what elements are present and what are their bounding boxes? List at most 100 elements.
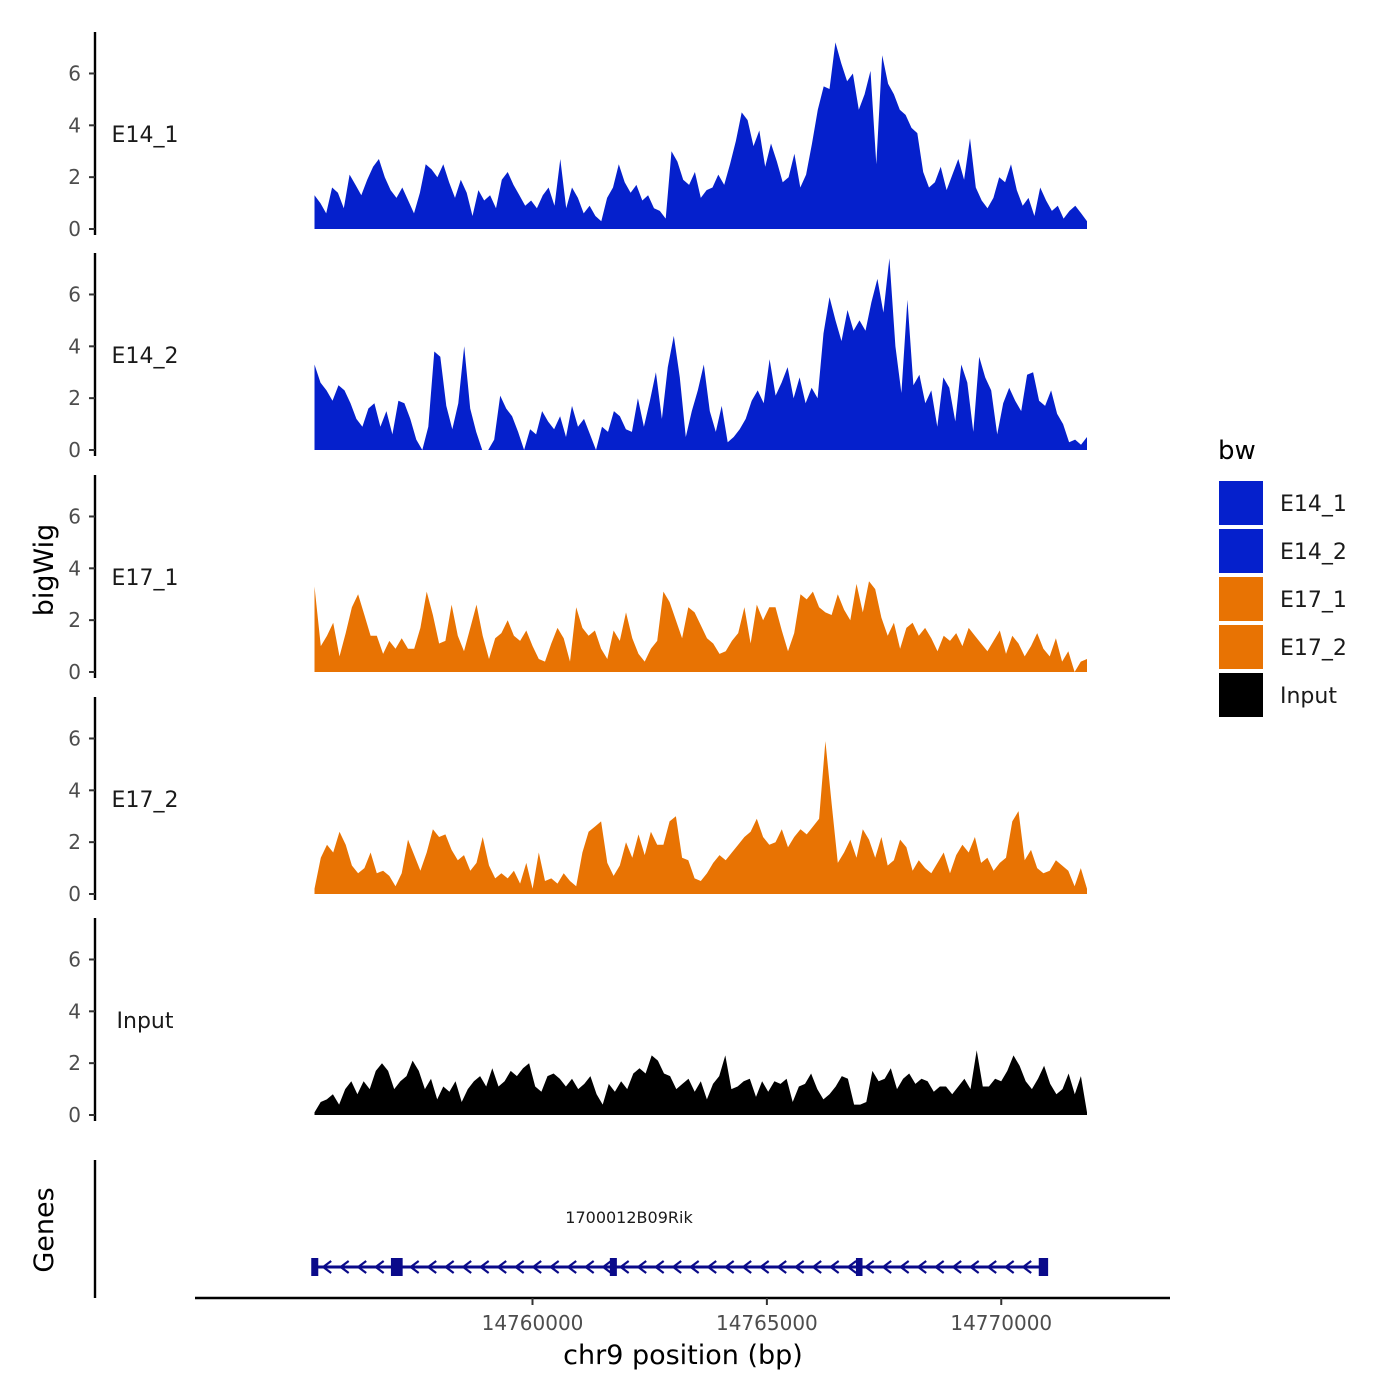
y-tick-label: 2 [68,165,81,189]
legend-swatch [1217,671,1265,719]
strand-arrow [846,1260,857,1274]
track-panel-e17-2: 0 2 4 6 E17_2 [68,697,1087,906]
legend-label: E14_1 [1280,492,1347,517]
strand-arrow [513,1260,525,1274]
track-panel-input: 0 2 4 6 Input [68,918,1087,1127]
y-tick-label: 0 [68,217,81,241]
y-tick-label: 6 [68,61,81,85]
strand-arrow [653,1260,665,1274]
y-tick-label: 6 [68,726,81,750]
strand-arrow [566,1260,577,1274]
y-tick-label: 4 [68,113,81,137]
strand-arrow [496,1260,507,1274]
strand-arrow [706,1260,717,1274]
strand-arrow [618,1260,630,1274]
y-tick-label: 2 [68,830,81,854]
gene-name-label: 1700012B09Rik [565,1208,693,1227]
legend-swatch [1217,623,1265,671]
gene-track [93,1160,1049,1298]
y-tick-label: 6 [68,282,81,306]
y-tick-label: 4 [68,556,81,580]
strand-arrow [776,1260,787,1274]
exon-block [609,1258,617,1276]
strand-arrow [741,1260,752,1274]
y-tick-label: 4 [68,334,81,358]
track-label: E17_1 [112,566,179,591]
track-panels: 0 2 4 6 E14_1 0 2 4 6 E14_2 0 2 4 6 E17_1 0 2 4 6 E17_2 0 2 4 6… [68,32,1087,1127]
strand-arrow [601,1260,612,1274]
x-axis: 14760000 14765000 14770000 [195,1296,1170,1335]
strand-arrow [898,1260,910,1274]
legend-label: E17_1 [1280,588,1347,613]
strand-arrow [951,1260,962,1274]
strand-arrow [986,1260,997,1274]
gene-model [311,1258,1049,1276]
legend-item-e14-2: E14_2 [1217,527,1347,575]
exon-block [311,1258,319,1276]
strand-arrow [426,1260,437,1274]
track-label: Input [117,1009,174,1034]
strand-arrow [688,1260,700,1274]
strand-arrow [881,1260,892,1274]
y-axis-title: bigWig [29,524,60,617]
legend-swatch [1217,479,1265,527]
coverage-area [314,1050,1087,1115]
strand-arrow [636,1260,647,1274]
strand-arrow [968,1260,980,1274]
strand-arrow [828,1260,840,1274]
strand-arrow [933,1260,945,1274]
coverage-area [314,258,1087,450]
legend-swatch [1217,575,1265,623]
legend-item-e17-2: E17_2 [1217,623,1347,671]
y-tick-label: 0 [68,438,81,462]
strand-arrow [531,1260,542,1274]
y-tick-label: 4 [68,778,81,802]
strand-arrow [723,1260,735,1274]
legend-item-input: Input [1217,671,1337,719]
legend-title: bw [1218,436,1256,466]
y-tick-label: 4 [68,999,81,1023]
legend-label: Input [1280,684,1337,709]
strand-arrow [356,1260,367,1274]
track-panel-e14-1: 0 2 4 6 E14_1 [68,32,1087,241]
strand-arrow [1021,1260,1032,1274]
strand-arrow [583,1260,595,1274]
strand-arrow [321,1260,332,1274]
y-tick-label: 6 [68,504,81,528]
x-tick-label: 14770000 [950,1311,1052,1335]
y-tick-label: 2 [68,386,81,410]
exon-block [1038,1258,1049,1276]
x-tick-label: 14760000 [482,1311,584,1335]
strand-arrow [916,1260,927,1274]
strand-arrow [793,1260,805,1274]
exon-block [855,1258,863,1276]
coverage-area [314,741,1087,894]
exon-block [390,1258,403,1276]
x-axis-title: chr9 position (bp) [563,1340,803,1371]
track-panel-e14-2: 0 2 4 6 E14_2 [68,253,1087,462]
coverage-area [314,42,1087,230]
x-tick-label: 14765000 [716,1311,818,1335]
legend-swatch [1217,527,1265,575]
y-tick-label: 0 [68,660,81,684]
legend-item-e17-1: E17_1 [1217,575,1347,623]
gene-track-title: Genes [29,1187,60,1272]
y-tick-label: 2 [68,608,81,632]
track-label: E14_2 [112,344,179,369]
strand-arrow [811,1260,822,1274]
strand-arrow [548,1260,560,1274]
strand-arrow [1003,1260,1015,1274]
strand-arrow [443,1260,455,1274]
strand-arrow [478,1260,490,1274]
legend-item-e14-1: E14_1 [1217,479,1347,527]
track-panel-e17-1: 0 2 4 6 E17_1 [68,475,1087,684]
strand-arrow [671,1260,682,1274]
legend-label: E14_2 [1280,540,1347,565]
strand-arrow [408,1260,420,1274]
legend: E14_1 E14_2 E17_1 E17_2 Input [1217,479,1347,719]
track-label: E17_2 [112,788,179,813]
legend-label: E17_2 [1280,636,1347,661]
strand-arrow [863,1260,875,1274]
coverage-area [314,581,1087,672]
strand-arrow [461,1260,472,1274]
